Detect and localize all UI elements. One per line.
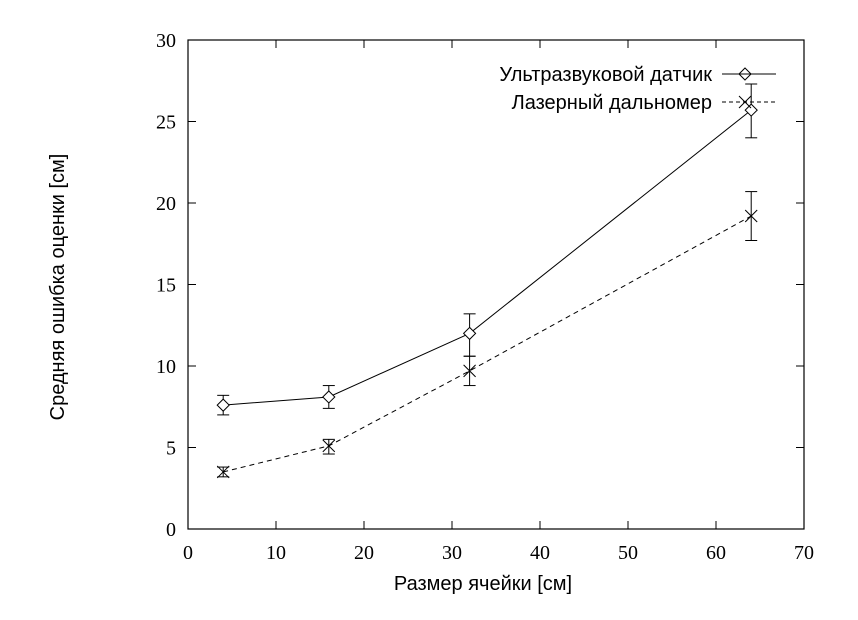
x-tick-label-0: 0 bbox=[183, 542, 193, 564]
ticks bbox=[187, 39, 805, 530]
y-tick-label-3: 15 bbox=[156, 275, 176, 297]
y-tick-label-0: 0 bbox=[166, 519, 176, 541]
x-tick-label-2: 20 bbox=[354, 542, 374, 564]
x-tick-label-6: 60 bbox=[706, 542, 726, 564]
x-tick-label-7: 70 bbox=[794, 542, 814, 564]
series-0-point-1 bbox=[322, 390, 336, 404]
series-0-point-0 bbox=[216, 398, 230, 412]
series-layer bbox=[216, 83, 758, 479]
legend-marker-laser bbox=[738, 95, 752, 109]
legend: Ультразвуковой датчик Лазерный дальномер bbox=[499, 64, 776, 114]
legend-label-ultrasonic: Ультразвуковой датчик bbox=[499, 64, 712, 86]
y-tick-label-1: 5 bbox=[166, 438, 176, 460]
y-axis-title: Средняя ошибка оценки [см] bbox=[47, 154, 69, 421]
x-tick-label-3: 30 bbox=[442, 542, 462, 564]
series-0 bbox=[216, 83, 758, 416]
x-tick-label-5: 50 bbox=[618, 542, 638, 564]
legend-marker-ultrasonic bbox=[738, 67, 752, 81]
y-tick-label-6: 30 bbox=[156, 30, 176, 52]
series-1-line bbox=[223, 215, 752, 473]
y-tick-label-2: 10 bbox=[156, 356, 176, 378]
series-1-point-3 bbox=[744, 209, 758, 223]
series-1 bbox=[216, 191, 758, 479]
tick-labels: 0 10 20 30 40 50 60 70 0 5 10 15 20 25 30 bbox=[156, 30, 814, 564]
x-axis-title: Размер ячейки [см] bbox=[394, 573, 572, 595]
y-tick-label-4: 20 bbox=[156, 193, 176, 215]
series-1-point-0 bbox=[216, 465, 230, 479]
series-0-point-3 bbox=[744, 103, 758, 117]
x-tick-label-4: 40 bbox=[530, 542, 550, 564]
x-tick-label-1: 10 bbox=[266, 542, 286, 564]
series-0-point-2 bbox=[462, 326, 477, 341]
y-tick-label-5: 25 bbox=[156, 112, 176, 134]
series-1-point-1 bbox=[322, 439, 336, 453]
series-0-line bbox=[223, 109, 752, 406]
series-1-point-2 bbox=[463, 364, 476, 378]
legend-label-laser: Лазерный дальномер bbox=[512, 92, 712, 114]
